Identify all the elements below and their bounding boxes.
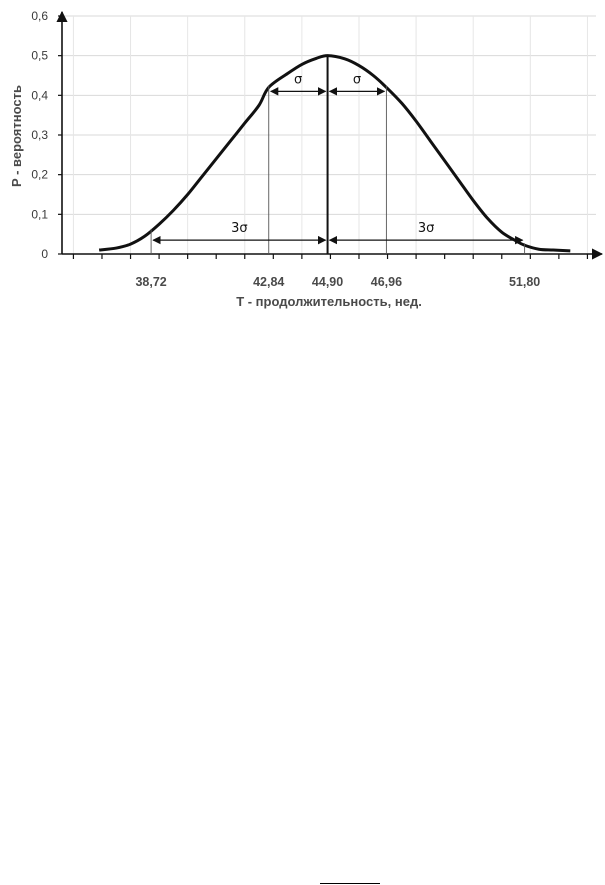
chart-gridlines bbox=[62, 15, 596, 254]
y-tick-label: 0,5 bbox=[31, 49, 48, 63]
y-tick-label: 0,4 bbox=[31, 88, 48, 102]
x-value-label: 44,90 bbox=[312, 275, 343, 289]
sigma-annotation: σ bbox=[294, 72, 302, 87]
chart-marks bbox=[98, 54, 571, 254]
chart-axes bbox=[56, 10, 604, 260]
x-axis-title: T - продолжительность, нед. bbox=[236, 294, 422, 309]
y-tick-label: 0,6 bbox=[31, 9, 48, 23]
x-value-label: 46,96 bbox=[371, 275, 402, 289]
y-axis-title: P - вероятность bbox=[9, 85, 24, 187]
y-tick-label: 0 bbox=[41, 247, 48, 261]
sigma-annotation: 3σ bbox=[231, 221, 248, 236]
y-tick-label: 0,1 bbox=[31, 207, 48, 221]
x-value-label: 38,72 bbox=[135, 275, 166, 289]
x-value-label: 42,84 bbox=[253, 275, 284, 289]
page-footer-rule bbox=[320, 883, 380, 884]
series-line bbox=[98, 54, 571, 253]
x-value-label: 51,80 bbox=[509, 275, 540, 289]
sigma-annotation: σ bbox=[353, 72, 361, 87]
y-tick-label: 0,3 bbox=[31, 128, 48, 142]
sigma-annotation: 3σ bbox=[418, 221, 435, 236]
chart-labels: 0 0,1 0,2 0,3 0,4 0,5 0,6 38,72 42,84 44,90 46,96 5… bbox=[31, 9, 540, 289]
y-tick-label: 0,2 bbox=[31, 168, 48, 182]
